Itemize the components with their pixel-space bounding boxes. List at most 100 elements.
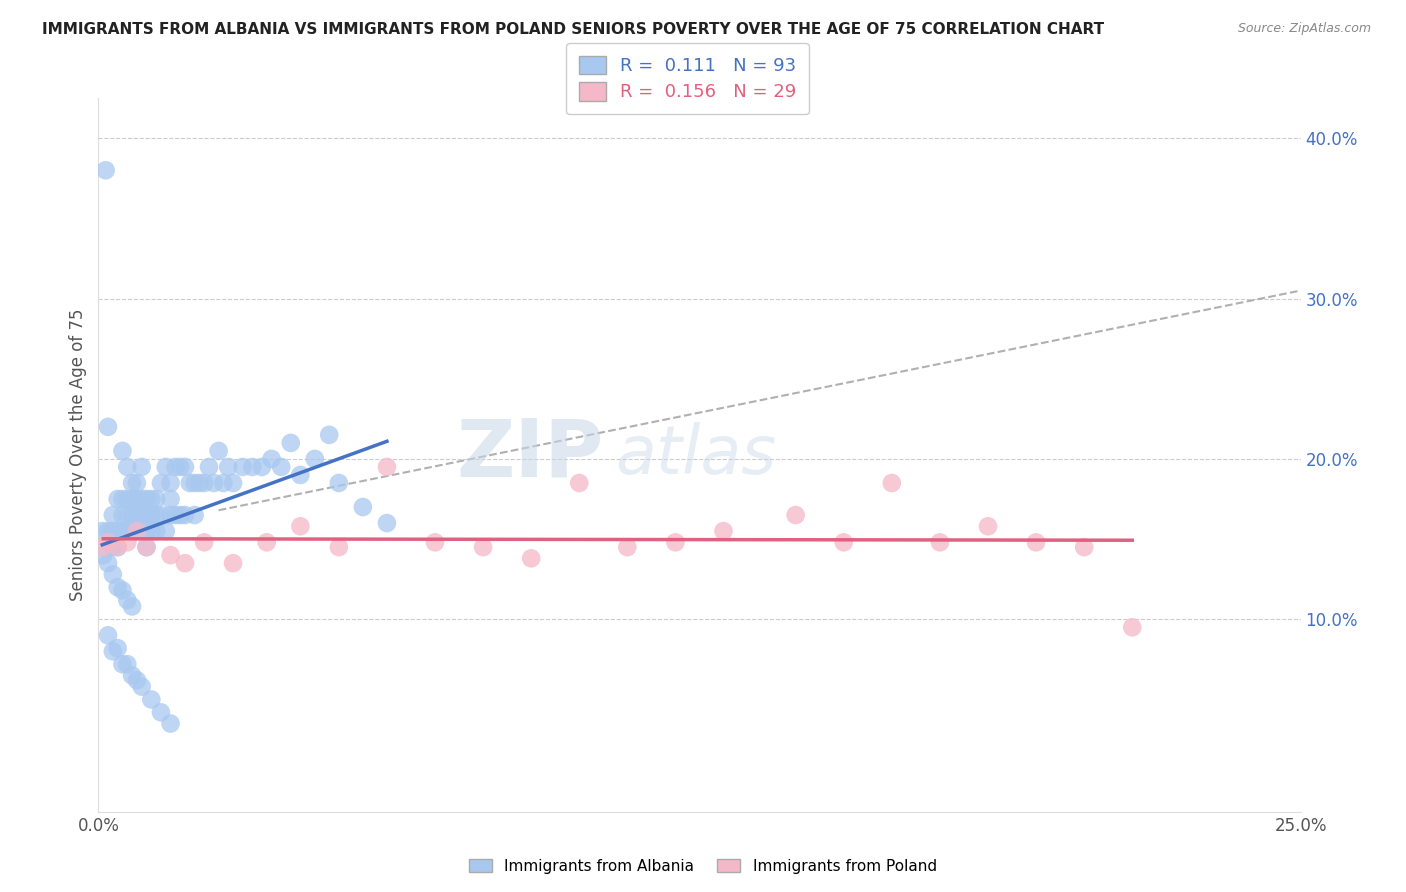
- Point: [97, 628, 120, 642]
- Point: [91, 548, 114, 562]
- Point: [568, 475, 591, 490]
- Point: [131, 459, 153, 474]
- Point: [97, 420, 120, 434]
- Point: [290, 519, 312, 533]
- Point: [97, 535, 120, 549]
- Point: [121, 508, 143, 522]
- Point: [117, 491, 139, 506]
- Point: [520, 551, 543, 566]
- Point: [107, 580, 129, 594]
- Point: [352, 500, 374, 514]
- Point: [117, 535, 139, 549]
- Point: [135, 508, 157, 522]
- Point: [280, 436, 302, 450]
- Point: [832, 535, 855, 549]
- Point: [111, 657, 134, 672]
- Point: [94, 163, 117, 178]
- Point: [125, 524, 148, 538]
- Point: [193, 535, 215, 549]
- Point: [1073, 540, 1095, 554]
- Point: [101, 524, 124, 538]
- Point: [375, 459, 398, 474]
- Point: [159, 475, 181, 490]
- Point: [250, 459, 273, 474]
- Point: [145, 524, 167, 538]
- Point: [169, 459, 191, 474]
- Point: [117, 459, 139, 474]
- Point: [155, 524, 177, 538]
- Point: [121, 475, 143, 490]
- Point: [174, 556, 197, 570]
- Point: [117, 524, 139, 538]
- Point: [141, 524, 163, 538]
- Point: [155, 459, 177, 474]
- Point: [240, 459, 263, 474]
- Point: [135, 524, 157, 538]
- Point: [145, 508, 167, 522]
- Point: [212, 475, 235, 490]
- Point: [159, 716, 181, 731]
- Point: [260, 451, 283, 466]
- Point: [159, 508, 181, 522]
- Point: [785, 508, 807, 522]
- Point: [318, 428, 340, 442]
- Point: [111, 508, 134, 522]
- Point: [193, 475, 215, 490]
- Point: [121, 599, 143, 614]
- Point: [232, 459, 254, 474]
- Point: [472, 540, 495, 554]
- Point: [165, 508, 187, 522]
- Point: [328, 475, 350, 490]
- Point: [121, 491, 143, 506]
- Point: [149, 508, 172, 522]
- Point: [107, 540, 129, 554]
- Point: [208, 444, 231, 458]
- Point: [141, 508, 163, 522]
- Point: [125, 491, 148, 506]
- Point: [222, 475, 245, 490]
- Point: [328, 540, 350, 554]
- Point: [202, 475, 225, 490]
- Point: [375, 516, 398, 530]
- Legend: R =  0.111   N = 93, R =  0.156   N = 29: R = 0.111 N = 93, R = 0.156 N = 29: [567, 43, 808, 114]
- Point: [270, 459, 292, 474]
- Point: [135, 540, 157, 554]
- Point: [1025, 535, 1047, 549]
- Point: [222, 556, 245, 570]
- Text: Source: ZipAtlas.com: Source: ZipAtlas.com: [1237, 22, 1371, 36]
- Point: [107, 524, 129, 538]
- Point: [169, 508, 191, 522]
- Point: [977, 519, 1000, 533]
- Point: [107, 540, 129, 554]
- Point: [97, 556, 120, 570]
- Point: [97, 524, 120, 538]
- Point: [125, 508, 148, 522]
- Point: [183, 475, 205, 490]
- Point: [117, 593, 139, 607]
- Point: [131, 491, 153, 506]
- Point: [159, 491, 181, 506]
- Point: [101, 567, 124, 582]
- Point: [149, 475, 172, 490]
- Point: [928, 535, 950, 549]
- Point: [141, 491, 163, 506]
- Point: [117, 508, 139, 522]
- Y-axis label: Seniors Poverty Over the Age of 75: Seniors Poverty Over the Age of 75: [69, 309, 87, 601]
- Point: [111, 583, 134, 598]
- Point: [131, 508, 153, 522]
- Point: [117, 657, 139, 672]
- Point: [111, 491, 134, 506]
- Point: [121, 668, 143, 682]
- Point: [91, 540, 114, 554]
- Point: [183, 508, 205, 522]
- Text: ZIP: ZIP: [456, 416, 603, 494]
- Point: [174, 459, 197, 474]
- Point: [101, 540, 124, 554]
- Text: atlas: atlas: [616, 422, 776, 488]
- Point: [107, 491, 129, 506]
- Point: [131, 680, 153, 694]
- Point: [125, 475, 148, 490]
- Point: [159, 548, 181, 562]
- Point: [165, 459, 187, 474]
- Point: [174, 508, 197, 522]
